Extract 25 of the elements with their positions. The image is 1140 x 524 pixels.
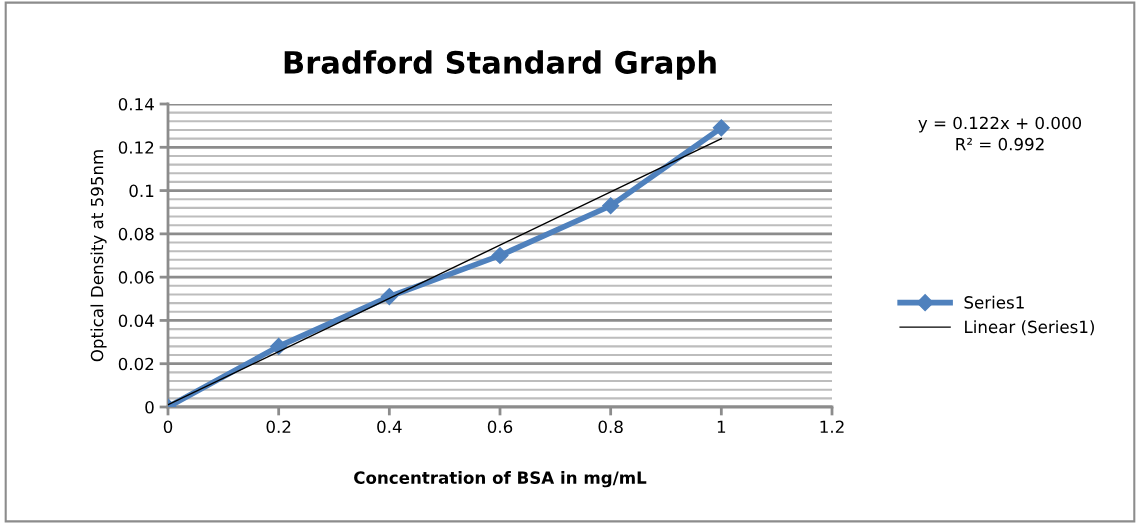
legend-label: Series1 bbox=[964, 295, 1024, 309]
x-tick-label: 1.2 bbox=[820, 420, 844, 433]
point bbox=[491, 246, 509, 265]
y-tick-label: 0.08 bbox=[118, 227, 154, 241]
x-tick-label: 0.2 bbox=[266, 420, 291, 434]
y-tick-label: 0.04 bbox=[118, 314, 154, 327]
point bbox=[270, 337, 288, 355]
y-tick-label: 0.12 bbox=[118, 141, 154, 154]
x-tick-label: 0.6 bbox=[487, 420, 513, 434]
text: y = 0.122x + 0.000 R² = 0.992 bbox=[918, 116, 1082, 151]
x-tick-label: 0.8 bbox=[598, 420, 623, 434]
y-tick-label: 0.02 bbox=[118, 357, 154, 371]
chart-title: Bradford Standard Graph bbox=[284, 50, 716, 80]
point bbox=[712, 119, 730, 137]
y-tick-label: 0 bbox=[145, 400, 154, 414]
y-tick-label: 0.06 bbox=[118, 271, 154, 284]
x-axis-title: Concentration of BSA in mg/mL bbox=[354, 471, 647, 488]
y-tick-label: 0.1 bbox=[129, 184, 154, 198]
point bbox=[602, 197, 620, 215]
x-tick-label: 1 bbox=[717, 420, 726, 433]
x-tick-label: 0 bbox=[163, 420, 173, 434]
legend-label: Linear (Series1) bbox=[965, 320, 1094, 336]
y-axis-title: Optical Density at 595nm bbox=[90, 150, 107, 362]
x-tick-label: 0.4 bbox=[377, 420, 402, 434]
y-tick-label: 0.14 bbox=[118, 97, 154, 111]
